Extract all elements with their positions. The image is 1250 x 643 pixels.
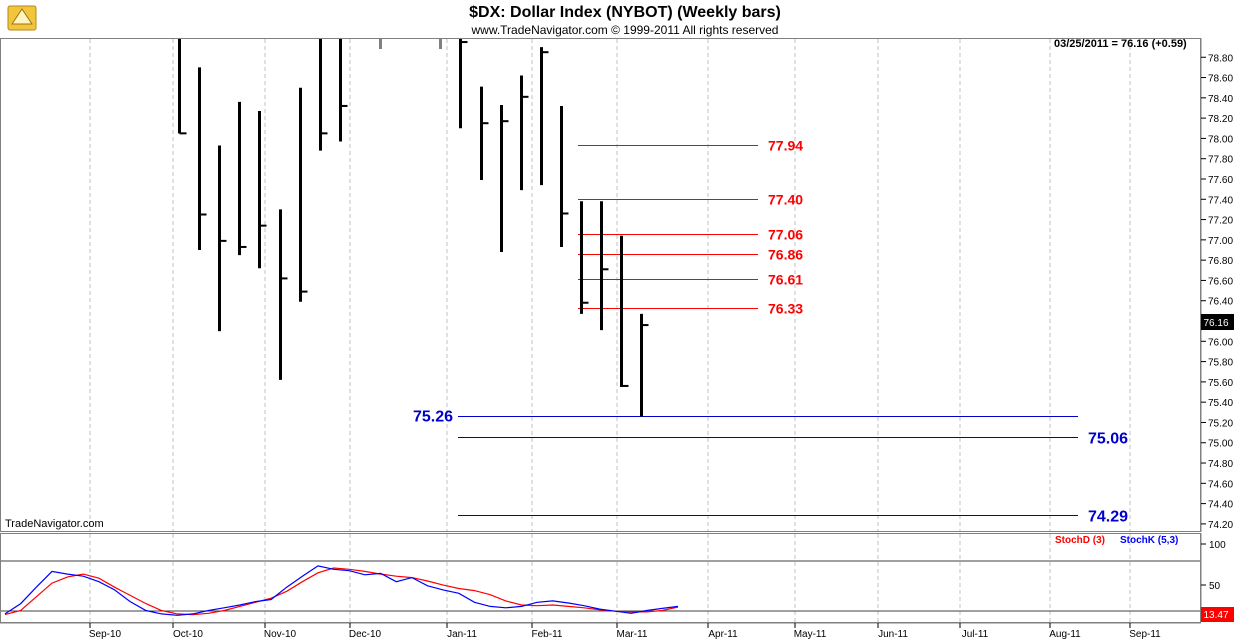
price-tick-label: 74.20: [1208, 520, 1233, 531]
price-tick-label: 77.40: [1208, 195, 1233, 206]
price-tick-label: 77.60: [1208, 175, 1233, 186]
price-tick-label: 74.40: [1208, 500, 1233, 511]
price-tick-label: 75.60: [1208, 378, 1233, 389]
stochd-legend: StochD (3): [1055, 535, 1105, 546]
time-tick-label: Mar-11: [617, 629, 648, 640]
time-tick-label: Jun-11: [878, 629, 908, 640]
time-tick-label: Apr-11: [708, 629, 738, 640]
stoch-tick-100: 100: [1209, 540, 1226, 551]
resistance-label: 76.61: [768, 272, 803, 288]
price-tick-label: 78.00: [1208, 134, 1233, 145]
time-tick-label: Jan-11: [447, 629, 477, 640]
price-tick-label: 75.20: [1208, 418, 1233, 429]
support-label: 75.06: [1088, 431, 1128, 448]
time-tick-label: Jul-11: [962, 629, 989, 640]
resistance-label: 76.86: [768, 247, 803, 263]
watermark: TradeNavigator.com: [5, 518, 104, 530]
time-axis: Sep-10 Oct-10 Nov-10 Dec-10 Jan-11 Feb-11 Mar-…: [0, 622, 1201, 640]
time-tick-label: Dec-10: [349, 629, 382, 640]
stoch-tick-50: 50: [1209, 581, 1221, 592]
price-tick-label: 76.00: [1208, 337, 1233, 348]
stochastic-time-gridlines: [89, 534, 1131, 622]
price-tick-label: 76.40: [1208, 297, 1233, 308]
price-axis: 74.20 74.40 74.60 74.80 75.00 75.20 75.40 75.60…: [1200, 38, 1234, 532]
last-price-marker: [1201, 314, 1234, 330]
stochastic-panel: StochD (3) StochK (5,3): [0, 533, 1201, 623]
support-label: 74.29: [1088, 509, 1128, 526]
price-tick-label: 77.00: [1208, 236, 1233, 247]
time-tick-label: Feb-11: [532, 629, 563, 640]
time-tick-label: Oct-10: [173, 629, 203, 640]
price-tick-label: 75.40: [1208, 398, 1233, 409]
price-tick-label: 75.80: [1208, 358, 1233, 369]
time-tick-label: Nov-10: [264, 629, 297, 640]
price-tick-label: 74.60: [1208, 479, 1233, 490]
price-tick-label: 78.60: [1208, 74, 1233, 85]
price-tick-label: 74.80: [1208, 459, 1233, 470]
support-label: 75.26: [413, 409, 453, 426]
price-tick-label: 78.80: [1208, 53, 1233, 64]
price-tick-label: 78.40: [1208, 94, 1233, 105]
stochastic-axis: 100 50 13.47: [1200, 533, 1234, 622]
resistance-label: 76.33: [768, 301, 803, 317]
ohlc-bars: [178, 39, 649, 417]
time-tick-label: May-11: [794, 629, 827, 640]
support-levels: 75.26 75.06 74.29: [413, 409, 1128, 526]
resistance-label: 77.06: [768, 227, 803, 243]
resistance-label: 77.94: [768, 138, 803, 154]
price-tick-label: 78.20: [1208, 114, 1233, 125]
chart-title: $DX: Dollar Index (NYBOT) (Weekly bars): [469, 4, 781, 21]
price-tick-label: 75.00: [1208, 439, 1233, 450]
stochk-legend: StochK (5,3): [1120, 535, 1178, 546]
resistance-label: 77.40: [768, 192, 803, 208]
price-tick-label: 77.80: [1208, 155, 1233, 166]
stochd-line: [4, 567, 679, 616]
price-panel: 77.94 77.40 77.06 76.86 76.61 76.33 75.26 75.0…: [0, 38, 1201, 532]
time-tick-label: Aug-11: [1049, 629, 1081, 640]
time-tick-label: Sep-11: [1129, 629, 1161, 640]
price-tick-label: 76.80: [1208, 256, 1233, 267]
tradenavigator-logo: [7, 5, 37, 31]
time-tick-label: Sep-10: [89, 629, 122, 640]
price-tick-label: 76.60: [1208, 276, 1233, 287]
time-gridlines: [89, 39, 1131, 531]
last-value-readout: 03/25/2011 = 76.16 (+0.59): [1054, 38, 1187, 50]
stochk-line: [4, 565, 679, 616]
stoch-last-label: 13.47: [1203, 610, 1228, 621]
stoch-last-marker: [1201, 607, 1234, 622]
price-tick-label: 77.20: [1208, 216, 1233, 227]
last-price-label: 76.16: [1203, 318, 1228, 329]
resistance-levels: 77.94 77.40 77.06 76.86 76.61 76.33: [578, 138, 803, 317]
chart-subtitle: www.TradeNavigator.com © 1999-2011 All r…: [471, 23, 779, 37]
